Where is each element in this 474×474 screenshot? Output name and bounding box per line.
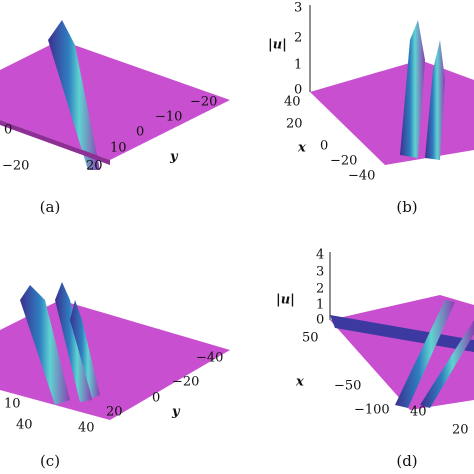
edge	[0, 120, 110, 165]
axis-label: x	[297, 141, 306, 156]
panel-a: 0 −20 20 10 0 −10 −20 y (a)	[0, 20, 230, 216]
ridge	[20, 285, 70, 405]
tick: 3	[316, 265, 324, 280]
tick: 40	[410, 405, 427, 420]
tick: 0	[316, 313, 324, 328]
caption: (c)	[40, 452, 60, 470]
axis-label: x	[295, 375, 304, 390]
tick: 20	[86, 159, 103, 174]
tick: 40	[16, 418, 33, 433]
tick: 2	[316, 282, 324, 297]
tick: −20	[172, 375, 199, 390]
tick: 50	[302, 331, 319, 346]
tick: 1	[316, 298, 324, 313]
tick: −20	[330, 154, 357, 169]
tick: 40	[284, 95, 301, 110]
tick: 0	[294, 83, 302, 98]
ridge	[70, 300, 100, 398]
panel-d: 4 3 2 1 0 50 −50 −100 40 20 |u| x (d)	[276, 248, 474, 470]
ridge	[420, 320, 474, 408]
tick: 1	[294, 58, 302, 73]
tick: 2	[294, 31, 302, 46]
tick: −100	[354, 403, 390, 418]
caption: (d)	[396, 452, 417, 470]
ridge	[400, 20, 425, 158]
tick: 10	[110, 141, 127, 156]
ridge	[425, 40, 445, 160]
tick: 10	[4, 397, 21, 412]
tick: 0	[152, 391, 160, 406]
caption: (a)	[40, 198, 61, 216]
tick: −40	[196, 351, 223, 366]
axis-label: |u|	[268, 38, 287, 53]
axis-label: |u|	[276, 293, 295, 308]
tick: 0	[320, 139, 328, 154]
tick: 4	[316, 248, 324, 263]
panel-c: 10 40 40 20 0 −20 −40 y (c)	[0, 282, 230, 470]
ridge	[48, 20, 100, 170]
ridge	[330, 315, 474, 352]
tick: 3	[294, 1, 302, 16]
axis-label: y	[169, 150, 179, 165]
tick: 40	[78, 421, 95, 436]
tick: 0	[4, 123, 12, 138]
axis-label: y	[171, 405, 181, 420]
tick: −50	[334, 379, 361, 394]
tick: −40	[348, 169, 375, 184]
ridge	[395, 300, 455, 408]
tick: 20	[452, 423, 469, 438]
tick: 20	[286, 117, 303, 132]
tick: −20	[2, 159, 29, 174]
tick: 20	[106, 405, 123, 420]
tick: −10	[155, 110, 182, 125]
surface	[310, 60, 474, 165]
tick: −20	[190, 95, 217, 110]
ridge	[55, 282, 92, 402]
caption: (b)	[396, 198, 417, 216]
tick: 0	[136, 125, 144, 140]
panel-b: 3 2 1 0 40 20 0 −20 −40 |u| x (b)	[268, 1, 474, 216]
